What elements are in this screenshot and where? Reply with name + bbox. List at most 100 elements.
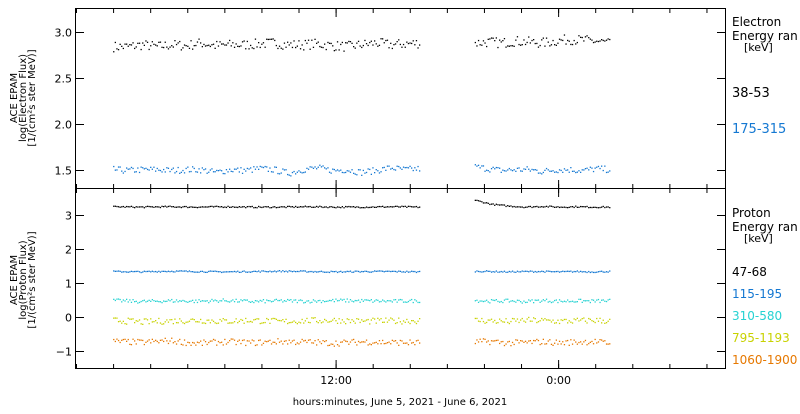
data-point bbox=[507, 298, 509, 300]
data-point bbox=[126, 205, 128, 208]
data-point bbox=[280, 299, 282, 301]
data-point bbox=[341, 341, 343, 343]
data-point bbox=[211, 270, 213, 272]
data-point bbox=[336, 344, 339, 346]
data-point bbox=[219, 169, 221, 171]
data-point bbox=[521, 170, 523, 172]
data-point bbox=[365, 339, 368, 341]
data-point bbox=[583, 169, 585, 171]
data-point bbox=[406, 301, 408, 303]
data-point bbox=[544, 271, 546, 273]
data-point bbox=[581, 36, 583, 39]
data-point bbox=[414, 321, 416, 323]
data-point bbox=[272, 171, 274, 173]
data-point bbox=[216, 300, 218, 302]
data-point bbox=[251, 205, 253, 208]
data-point bbox=[187, 166, 189, 168]
data-point bbox=[414, 270, 416, 273]
legend-item: 310-580 bbox=[732, 309, 782, 323]
data-point bbox=[143, 299, 145, 301]
data-point bbox=[190, 318, 192, 320]
data-point bbox=[508, 301, 510, 303]
data-point bbox=[391, 167, 393, 169]
data-point bbox=[346, 206, 348, 208]
data-point bbox=[375, 341, 377, 343]
data-point bbox=[264, 321, 266, 324]
data-point bbox=[174, 301, 176, 303]
data-point bbox=[275, 166, 277, 168]
data-point bbox=[290, 175, 292, 177]
data-point bbox=[322, 340, 324, 342]
data-point bbox=[605, 206, 608, 208]
data-point bbox=[511, 206, 514, 208]
data-point bbox=[511, 270, 514, 272]
data-point bbox=[214, 299, 216, 301]
data-point bbox=[370, 206, 372, 208]
data-point bbox=[401, 271, 403, 273]
data-point bbox=[261, 344, 263, 346]
data-point bbox=[484, 270, 486, 273]
data-point bbox=[353, 320, 355, 322]
data-point bbox=[246, 340, 248, 342]
data-point bbox=[518, 43, 520, 46]
data-point bbox=[190, 40, 192, 42]
data-point bbox=[365, 206, 368, 208]
data-point bbox=[172, 46, 174, 48]
data-point bbox=[562, 270, 564, 272]
data-point bbox=[204, 322, 207, 325]
data-point bbox=[303, 49, 305, 51]
data-point bbox=[188, 300, 191, 303]
data-point bbox=[372, 271, 374, 273]
data-point bbox=[391, 301, 393, 303]
data-point bbox=[274, 341, 276, 343]
data-point bbox=[599, 206, 601, 209]
data-point bbox=[581, 343, 583, 345]
data-point bbox=[320, 301, 323, 304]
data-point bbox=[219, 300, 221, 302]
data-point bbox=[301, 172, 303, 174]
data-point bbox=[575, 205, 577, 207]
data-point bbox=[132, 299, 134, 301]
data-point bbox=[229, 322, 231, 324]
data-point bbox=[419, 206, 421, 208]
data-point bbox=[206, 172, 208, 174]
data-point bbox=[499, 318, 501, 320]
data-point bbox=[166, 167, 168, 169]
data-point bbox=[214, 339, 216, 341]
data-point bbox=[253, 166, 255, 168]
data-point bbox=[394, 299, 397, 301]
data-point bbox=[290, 321, 292, 324]
data-point bbox=[586, 35, 588, 37]
data-point bbox=[262, 206, 265, 208]
data-point bbox=[601, 322, 603, 324]
data-point bbox=[594, 206, 596, 208]
data-point bbox=[129, 318, 131, 320]
data-point bbox=[330, 300, 332, 302]
data-point bbox=[319, 320, 321, 322]
data-point bbox=[328, 171, 331, 173]
data-point bbox=[180, 49, 182, 51]
data-point bbox=[398, 317, 400, 319]
data-point bbox=[375, 169, 377, 171]
data-point bbox=[269, 167, 271, 169]
data-point bbox=[124, 300, 126, 302]
data-point bbox=[343, 172, 345, 174]
data-point bbox=[495, 270, 497, 272]
data-point bbox=[594, 167, 596, 169]
data-point bbox=[518, 321, 520, 324]
data-point bbox=[312, 167, 315, 169]
data-point bbox=[285, 46, 287, 48]
data-point bbox=[353, 206, 355, 208]
data-point bbox=[240, 206, 242, 208]
data-point bbox=[293, 40, 295, 42]
data-point bbox=[523, 168, 525, 170]
data-point bbox=[177, 322, 179, 324]
data-point bbox=[351, 319, 353, 321]
data-point bbox=[309, 205, 311, 208]
data-point bbox=[327, 207, 329, 209]
data-point bbox=[404, 46, 406, 48]
data-point bbox=[224, 271, 226, 273]
data-point bbox=[550, 343, 553, 345]
data-point bbox=[545, 319, 548, 321]
data-point bbox=[332, 206, 334, 208]
